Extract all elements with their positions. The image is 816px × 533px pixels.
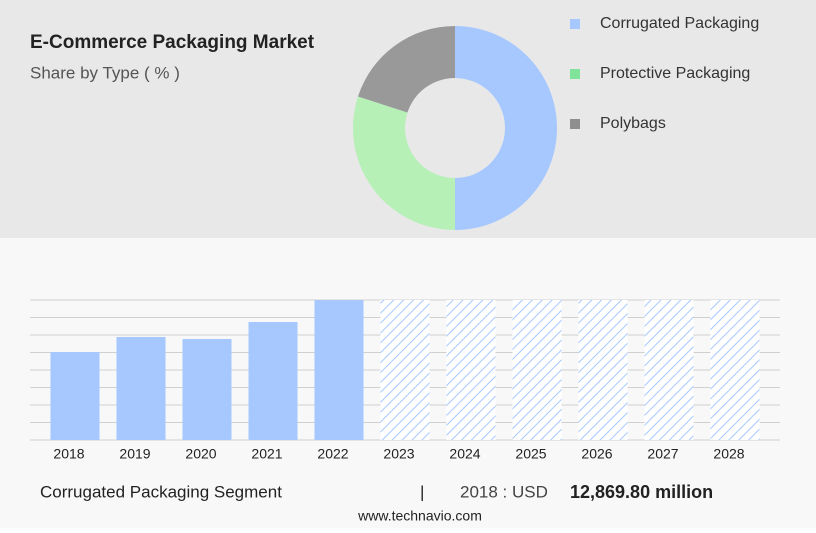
- chart-subtitle: Share by Type ( % ): [30, 63, 180, 82]
- bar: [248, 321, 298, 440]
- x-tick-label: 2027: [647, 446, 678, 462]
- bar: [182, 339, 232, 440]
- donut-slice: [455, 26, 557, 230]
- x-tick-label: 2022: [317, 446, 348, 462]
- legend-label: Corrugated Packaging: [600, 15, 759, 32]
- x-tick-label: 2019: [119, 446, 150, 462]
- bar: [116, 336, 166, 440]
- footer-value: 12,869.80 million: [570, 482, 713, 502]
- forecast-placeholder: [512, 300, 562, 440]
- x-tick-label: 2023: [383, 446, 414, 462]
- x-tick-label: 2026: [581, 446, 612, 462]
- x-tick-label: 2018: [53, 446, 84, 462]
- legend-swatch: [570, 69, 580, 79]
- x-tick-label: 2021: [251, 446, 282, 462]
- bar: [314, 300, 364, 440]
- legend-label: Protective Packaging: [600, 65, 750, 82]
- x-tick-label: 2024: [449, 446, 480, 462]
- forecast-placeholder: [446, 300, 496, 440]
- forecast-placeholder: [578, 300, 628, 440]
- forecast-placeholder: [710, 300, 760, 440]
- forecast-placeholder: [644, 300, 694, 440]
- x-tick-label: 2025: [515, 446, 546, 462]
- legend-swatch: [570, 119, 580, 129]
- x-tick-label: 2028: [713, 446, 744, 462]
- footer-year: 2018 : USD: [460, 482, 548, 501]
- footer-segment: Corrugated Packaging Segment: [40, 482, 282, 501]
- legend-label: Polybags: [600, 115, 666, 132]
- donut-slice: [357, 26, 455, 113]
- footer-source: www.technavio.com: [357, 508, 482, 524]
- footer-separator: |: [420, 482, 424, 501]
- donut-slice: [353, 96, 455, 230]
- legend-swatch: [570, 19, 580, 29]
- x-tick-label: 2020: [185, 446, 216, 462]
- bar: [50, 352, 100, 440]
- chart-title: E-Commerce Packaging Market: [30, 32, 315, 53]
- forecast-placeholder: [380, 300, 430, 440]
